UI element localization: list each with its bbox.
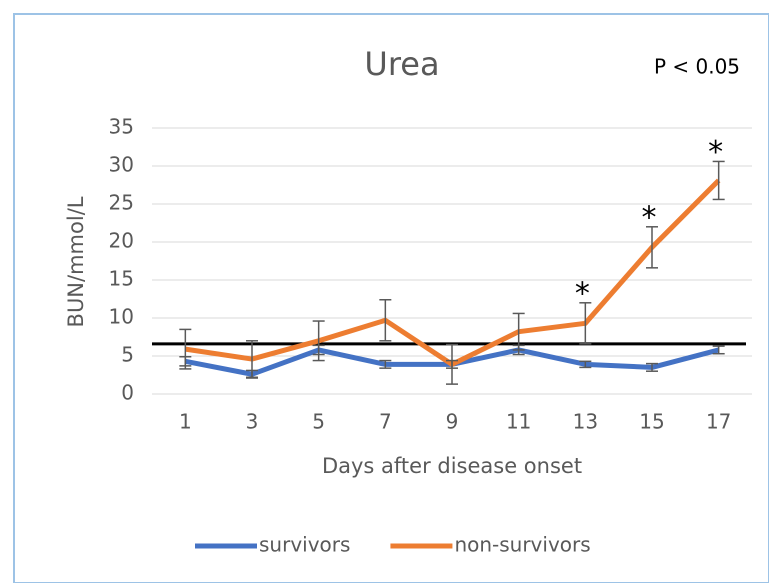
y-tick-label: 20 [109,229,134,253]
x-tick-label: 17 [706,410,731,434]
x-tick-label: 13 [573,410,598,434]
chart-title: Urea [364,45,439,83]
significance-marker: * [642,200,657,235]
x-tick-label: 5 [312,410,325,434]
significance-marker: * [708,135,723,170]
x-axis-label: Days after disease onset [322,454,582,478]
significance-marker: * [575,276,590,311]
y-tick-label: 5 [121,343,134,367]
y-tick-label: 0 [121,381,134,405]
legend-label: non-survivors [454,533,590,557]
annotation: P < 0.05 [654,55,740,79]
x-tick-label: 15 [639,410,664,434]
legend-label: survivors [259,533,350,557]
chart-border [13,13,769,583]
x-tick-label: 9 [446,410,459,434]
y-tick-label: 35 [109,115,134,139]
y-tick-label: 25 [109,191,134,215]
y-tick-label: 15 [109,267,134,291]
y-axis-label: BUN/mmol/L [64,196,88,327]
x-tick-label: 1 [179,410,192,434]
x-tick-label: 3 [246,410,259,434]
y-tick-label: 30 [109,153,134,177]
x-tick-label: 11 [506,410,531,434]
x-tick-label: 7 [379,410,392,434]
y-tick-label: 10 [109,305,134,329]
